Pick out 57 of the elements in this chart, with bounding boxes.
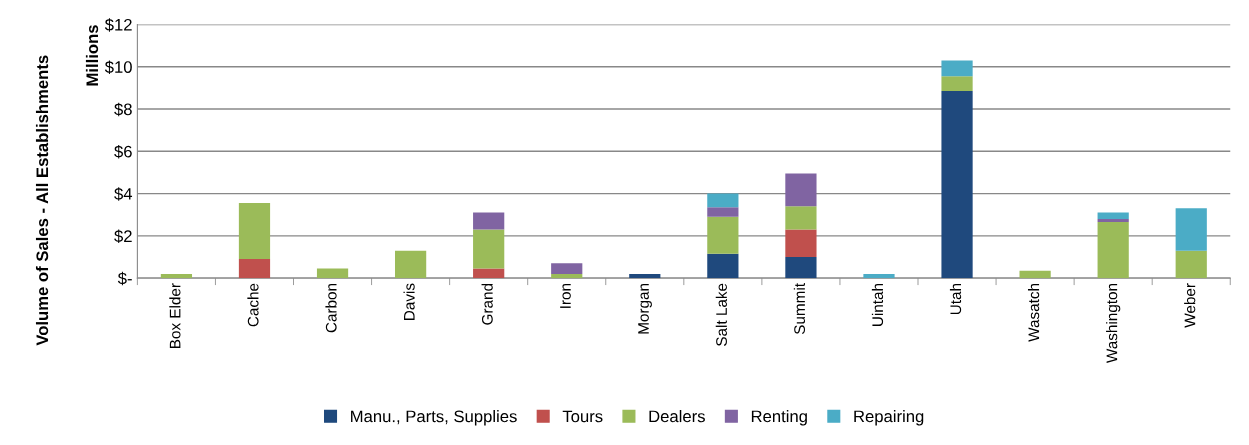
legend-label: Dealers	[649, 410, 705, 423]
y-tick-label: $8	[114, 102, 132, 117]
bar	[785, 256, 817, 279]
y-tick-label: $-	[117, 271, 132, 286]
bar	[551, 273, 583, 279]
legend-label: Renting	[751, 410, 807, 426]
bar	[941, 60, 973, 77]
y-axis-title: Volume of Sales - All Establishments	[35, 55, 49, 346]
bar	[316, 268, 349, 279]
bar	[707, 216, 739, 254]
x-tick-label: Uintah	[871, 283, 884, 326]
x-tick-label: Weber	[1184, 283, 1196, 328]
bar	[785, 173, 817, 207]
bar	[707, 253, 739, 279]
bar	[1175, 208, 1207, 251]
bar	[473, 212, 505, 230]
x-tick-label: Wasatch	[1027, 283, 1040, 342]
bar	[941, 76, 973, 92]
bar	[785, 229, 817, 257]
x-tick-label: Summit	[793, 283, 806, 335]
bar	[1175, 250, 1207, 279]
bar	[551, 263, 583, 274]
x-tick-label: Grand	[481, 283, 493, 325]
bar	[160, 273, 193, 279]
y-tick-label: $4	[114, 187, 133, 201]
bar	[238, 203, 271, 260]
bar	[395, 250, 427, 279]
x-tick-label: Washington	[1106, 283, 1121, 364]
y-tick-label: $12	[104, 18, 132, 32]
x-tick-label: Box Elder	[169, 283, 181, 348]
bar	[1097, 212, 1129, 219]
bar	[707, 207, 739, 217]
bar	[1019, 270, 1051, 279]
bar	[941, 91, 973, 279]
bar	[707, 193, 739, 208]
x-tick-label: Davis	[403, 283, 415, 320]
bar	[238, 259, 271, 279]
y-tick-label: $6	[114, 145, 132, 159]
x-tick-label: Salt Lake	[715, 283, 727, 346]
x-tick-label: Carbon	[325, 283, 337, 333]
x-tick-label: Utah	[949, 283, 962, 315]
bar	[863, 273, 895, 279]
legend-label: Repairing	[854, 410, 924, 426]
y-tick-label: $10	[104, 60, 132, 74]
legend-label: Tours	[562, 410, 603, 423]
x-tick-label: Cache	[247, 283, 259, 327]
x-tick-label: Morgan	[638, 283, 652, 334]
bar	[629, 273, 661, 279]
bar	[473, 229, 505, 269]
legend-label: Manu., Parts, Supplies	[351, 410, 517, 426]
text: Millions	[85, 25, 99, 86]
bar	[1097, 218, 1129, 223]
x-tick-label: Iron	[560, 283, 571, 308]
bar	[785, 206, 817, 230]
y-tick-label: $2	[114, 229, 132, 244]
bar	[1097, 222, 1129, 279]
bar	[473, 268, 505, 279]
